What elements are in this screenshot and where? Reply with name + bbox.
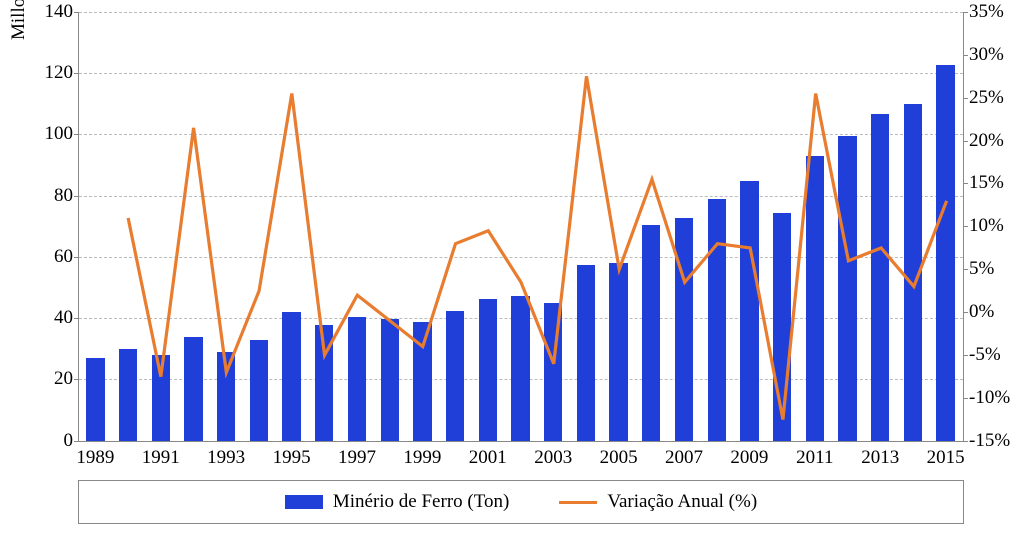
x-tick-label: 2015 xyxy=(927,441,965,469)
legend-label-line: Variação Anual (%) xyxy=(607,491,757,513)
x-tick-label: 2003 xyxy=(534,441,572,469)
legend-label-bar: Minério de Ferro (Ton) xyxy=(333,491,509,513)
y-right-tick-label: 30% xyxy=(963,44,1004,66)
x-tick-label: 2007 xyxy=(665,441,703,469)
y-left-tick-label: 20 xyxy=(54,368,79,390)
y-right-tick-label: 0% xyxy=(963,301,994,323)
x-tick-label: 2005 xyxy=(600,441,638,469)
legend-item-bar: Minério de Ferro (Ton) xyxy=(285,491,509,513)
y-right-tick-label: -10% xyxy=(963,387,1010,409)
y-left-tick-label: 80 xyxy=(54,185,79,207)
x-tick-label: 1993 xyxy=(207,441,245,469)
y-right-tick-label: -5% xyxy=(963,344,1001,366)
x-tick-label: 1999 xyxy=(403,441,441,469)
plot-area: 020406080100120140-15%-10%-5%0%5%10%15%2… xyxy=(78,12,964,442)
combo-chart: Millones 020406080100120140-15%-10%-5%0%… xyxy=(0,0,1024,538)
y-right-tick-label: 10% xyxy=(963,215,1004,237)
line-path xyxy=(128,76,947,419)
legend-swatch-bar xyxy=(285,495,323,509)
x-tick-label: 2009 xyxy=(730,441,768,469)
legend-item-line: Variação Anual (%) xyxy=(559,491,757,513)
y-right-tick-label: 15% xyxy=(963,172,1004,194)
y-right-tick-label: 25% xyxy=(963,87,1004,109)
y-left-tick-label: 100 xyxy=(45,123,80,145)
x-tick-label: 1997 xyxy=(338,441,376,469)
x-tick-label: 2001 xyxy=(469,441,507,469)
legend: Minério de Ferro (Ton) Variação Anual (%… xyxy=(78,480,964,524)
x-tick-label: 1989 xyxy=(76,441,114,469)
y-right-tick-label: 5% xyxy=(963,258,994,280)
y-right-tick-label: -15% xyxy=(963,430,1010,452)
y-left-tick-label: 40 xyxy=(54,307,79,329)
x-tick-label: 1991 xyxy=(142,441,180,469)
y-axis-left-title: Millones xyxy=(8,0,30,40)
legend-swatch-line xyxy=(559,501,597,504)
x-tick-label: 2011 xyxy=(796,441,833,469)
y-left-tick-label: 60 xyxy=(54,246,79,268)
y-right-tick-label: 35% xyxy=(963,1,1004,23)
x-tick-label: 2013 xyxy=(861,441,899,469)
y-right-tick-label: 20% xyxy=(963,130,1004,152)
line-series-svg xyxy=(79,12,963,441)
x-tick-label: 1995 xyxy=(273,441,311,469)
y-left-tick-label: 140 xyxy=(45,1,80,23)
y-left-tick-label: 120 xyxy=(45,62,80,84)
